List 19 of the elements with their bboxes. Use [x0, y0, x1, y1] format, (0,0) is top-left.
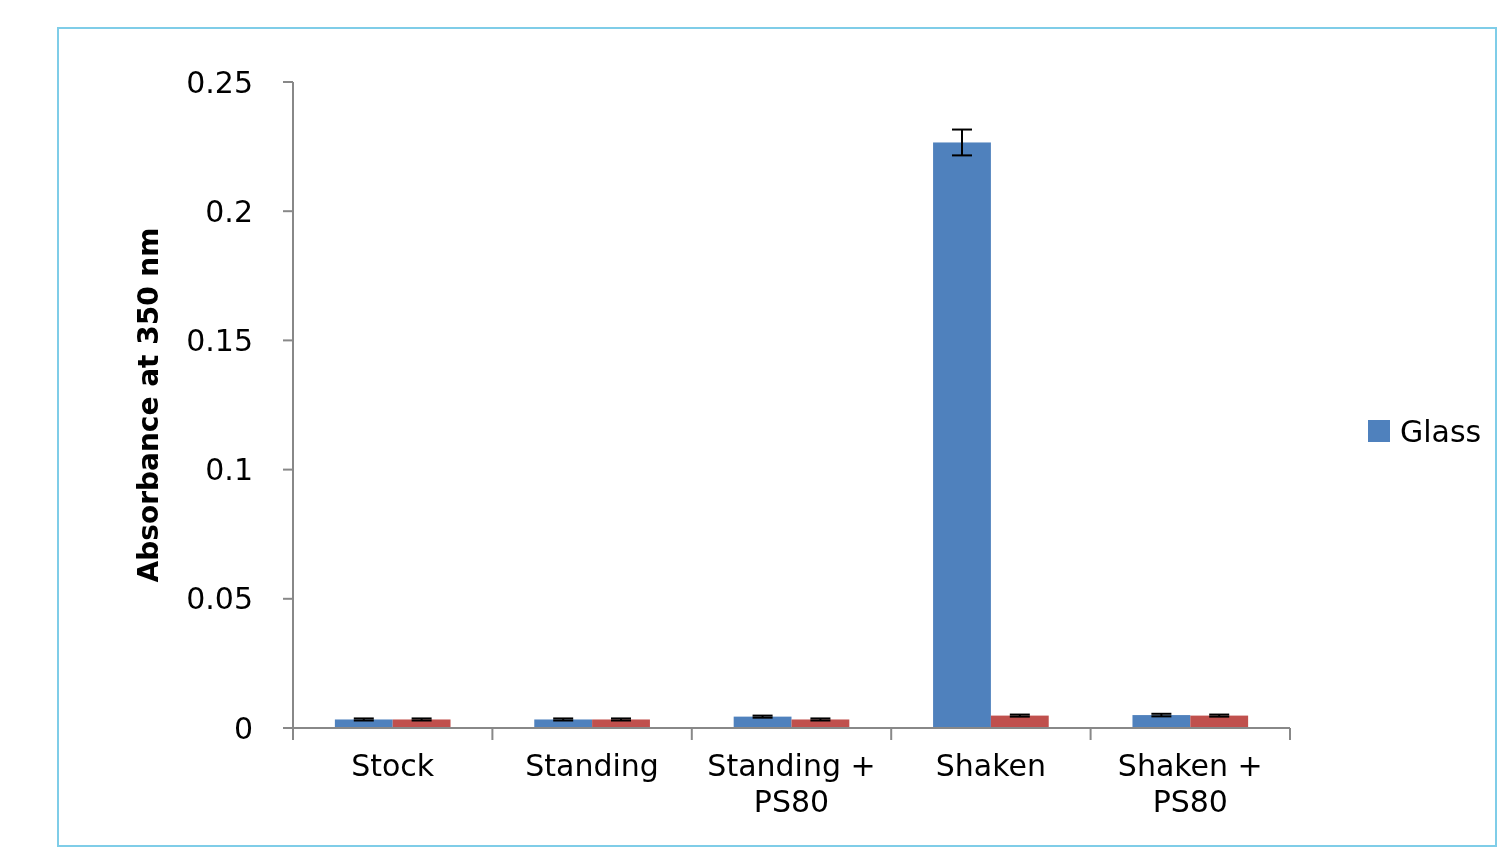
y-tick-label: 0.2	[205, 193, 253, 229]
y-tick-label: 0.05	[186, 581, 253, 617]
y-axis-title: Absorbance at 350 nm	[132, 227, 165, 583]
bar	[592, 719, 650, 728]
x-tick-label: Shaken	[935, 748, 1047, 783]
x-tick-label: Stock	[351, 748, 435, 783]
y-tick-label: 0.25	[186, 64, 253, 100]
y-tick-label: 0	[233, 710, 253, 746]
bar	[1132, 715, 1191, 728]
bar	[534, 719, 593, 728]
y-tick-label: 0.15	[186, 322, 253, 358]
bar	[392, 719, 451, 728]
legend-label: Glass	[1400, 413, 1482, 449]
bar	[933, 142, 991, 728]
x-tick-label: Standing + PS80	[707, 748, 876, 819]
x-tick-label: Standing	[525, 748, 659, 783]
bar	[334, 719, 393, 728]
x-tick-label: Shaken + PS80	[1117, 748, 1263, 819]
y-tick-label: 0.1	[205, 452, 253, 488]
